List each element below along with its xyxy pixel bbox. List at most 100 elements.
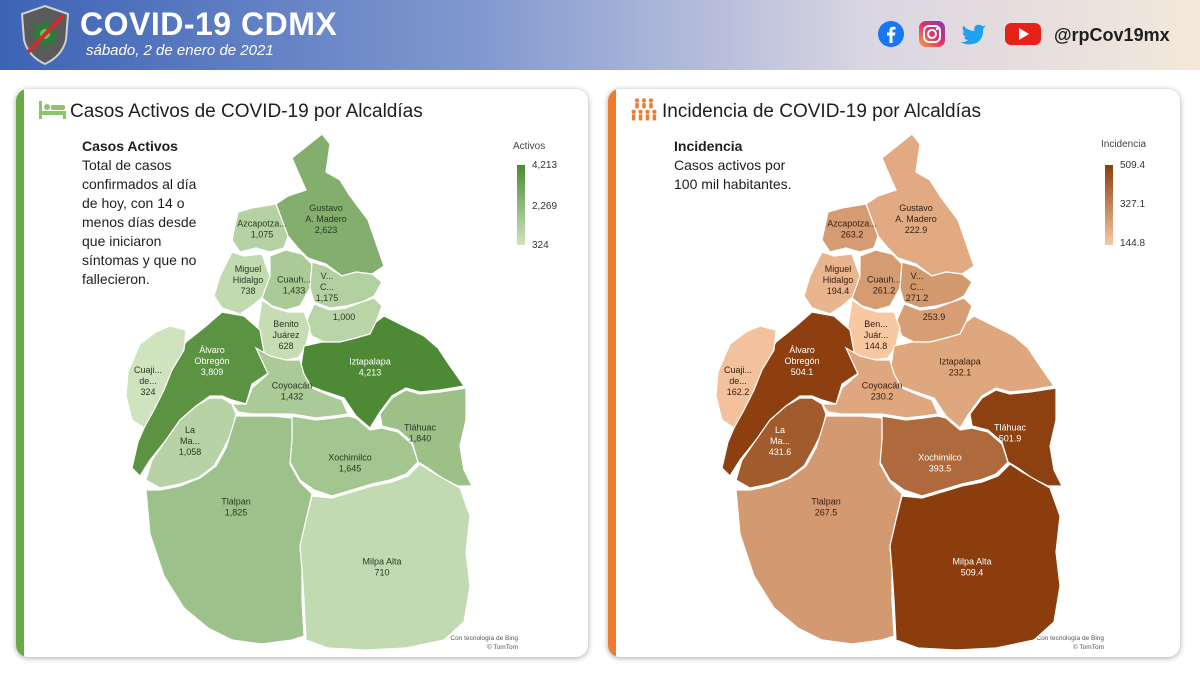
- alcaldia-label-izc: 1,000: [333, 312, 356, 322]
- alcaldia-label-azc: Azcapotza... 1,075: [237, 219, 287, 240]
- alcaldia-label-ma: Milpa Alta 710: [362, 557, 401, 578]
- legend-max: 509.4: [1120, 160, 1146, 171]
- alcaldia-name: Cuauh...: [867, 275, 901, 285]
- instagram-icon[interactable]: [918, 20, 946, 48]
- alcaldia-label-coy: Coyoacán 1,432: [272, 381, 313, 402]
- alcaldia-value: 271.2: [906, 293, 929, 303]
- description-line: Total de casos: [82, 157, 172, 173]
- alcaldia-label-tlh: Tláhuac 501.9: [994, 423, 1027, 444]
- alcaldia-region-coy[interactable]: [230, 346, 349, 419]
- alcaldia-label-xoc: Xochimilco 393.5: [918, 453, 962, 474]
- alcaldia-name: Juárez: [272, 330, 300, 340]
- alcaldia-name: Iztapalapa: [939, 357, 981, 367]
- alcaldia-value: 194.4: [827, 286, 850, 296]
- alcaldia-region-mh[interactable]: [213, 251, 271, 315]
- alcaldia-label-cua: Cuauh... 261.2: [867, 275, 901, 296]
- alcaldia-name: Iztapalapa: [349, 357, 391, 367]
- alcaldia-region-izp[interactable]: [299, 315, 466, 429]
- alcaldia-label-cuj: Cuaji... de... 324: [134, 365, 162, 397]
- alcaldia-label-izp: Iztapalapa 4,213: [349, 357, 391, 378]
- map-attribution: Con tecnología de Bing © TomTom: [418, 634, 518, 652]
- alcaldia-name: Hidalgo: [233, 275, 264, 285]
- alcaldia-label-bj: Ben... Juár... 144.8: [864, 319, 889, 351]
- map-attribution: Con tecnología de Bing © TomTom: [1004, 634, 1104, 652]
- alcaldia-value: 144.8: [865, 341, 888, 351]
- alcaldia-region-vc[interactable]: [899, 261, 973, 309]
- alcaldia-label-izp: Iztapalapa 232.1: [939, 357, 981, 378]
- alcaldia-region-gam[interactable]: [865, 133, 975, 277]
- alcaldia-value: 710: [374, 568, 389, 578]
- alcaldia-region-azc[interactable]: [231, 203, 289, 253]
- alcaldia-value: 263.2: [841, 230, 864, 240]
- attribution-line: Con tecnología de Bing: [450, 635, 518, 642]
- alcaldia-value: 393.5: [929, 464, 952, 474]
- attribution-line: © TomTom: [1072, 644, 1104, 651]
- alcaldia-region-cua[interactable]: [261, 249, 313, 311]
- facebook-icon[interactable]: [877, 20, 905, 48]
- alcaldia-name: Milpa Alta: [952, 557, 991, 567]
- alcaldia-name: V...: [321, 271, 334, 281]
- alcaldia-name: Tláhuac: [994, 423, 1027, 433]
- alcaldia-region-cuj[interactable]: [125, 325, 187, 429]
- panel-title: Casos Activos de COVID-19 por Alcaldías: [70, 101, 423, 122]
- legend-mid: 327.1: [1120, 199, 1146, 210]
- alcaldia-label-azc: Azcapotza... 263.2: [827, 219, 877, 240]
- alcaldia-name: Álvaro: [199, 345, 225, 355]
- alcaldia-label-mh: Miguel Hidalgo 738: [233, 264, 264, 296]
- legend-max: 4,213: [532, 160, 558, 171]
- alcaldia-region-coy[interactable]: [820, 346, 939, 419]
- alcaldia-label-mc: La Ma... 431.6: [769, 425, 792, 457]
- alcaldia-value: 431.6: [769, 447, 792, 457]
- alcaldia-region-xoc[interactable]: [879, 415, 1009, 497]
- report-date: sábado, 2 de enero de 2021: [86, 42, 274, 59]
- alcaldia-region-cuj[interactable]: [715, 325, 777, 429]
- alcaldia-name: La: [775, 425, 785, 435]
- alcaldia-name: Xochimilco: [328, 453, 372, 463]
- alcaldia-name: Milpa Alta: [362, 557, 401, 567]
- alcaldia-value: 1,645: [339, 464, 362, 474]
- alcaldia-name: Coyoacán: [862, 381, 903, 391]
- alcaldia-region-cua[interactable]: [851, 249, 903, 311]
- youtube-icon[interactable]: [1004, 20, 1042, 48]
- description-line: que iniciaron: [82, 233, 162, 249]
- alcaldia-name: C...: [910, 282, 924, 292]
- alcaldia-region-mc[interactable]: [145, 397, 237, 489]
- alcaldia-label-mc: La Ma... 1,058: [179, 425, 202, 457]
- legend-title: Incidencia: [1101, 139, 1147, 150]
- alcaldia-region-tlh[interactable]: [969, 387, 1063, 487]
- hospital-bed-icon: [39, 101, 66, 119]
- alcaldia-label-tlp: Tlalpan 1,825: [221, 497, 251, 518]
- alcaldia-value: 738: [240, 286, 255, 296]
- alcaldia-region-tlp[interactable]: [735, 415, 903, 645]
- people-group-icon: [631, 98, 657, 121]
- alcaldia-name: Gustavo: [309, 203, 343, 213]
- description-title: Incidencia: [674, 138, 743, 154]
- alcaldia-region-tlh[interactable]: [379, 387, 473, 487]
- alcaldia-value: 1,825: [225, 508, 248, 518]
- alcaldia-name: Obregón: [194, 356, 229, 366]
- social-handle[interactable]: @rpCov19mx: [1054, 25, 1170, 45]
- alcaldia-name: Azcapotza...: [827, 219, 877, 229]
- alcaldia-region-tlp[interactable]: [145, 415, 313, 645]
- alcaldia-region-mh[interactable]: [803, 251, 861, 315]
- alcaldia-region-mc[interactable]: [735, 397, 827, 489]
- description-line: confirmados al día: [82, 176, 197, 192]
- twitter-icon[interactable]: [958, 20, 990, 48]
- legend-title: Activos: [513, 141, 546, 152]
- alcaldia-label-ao: Álvaro Obregón 3,809: [194, 345, 229, 377]
- alcaldia-region-xoc[interactable]: [289, 415, 419, 497]
- alcaldia-label-bj: Benito Juárez 628: [272, 319, 300, 351]
- alcaldia-name: V...: [911, 271, 924, 281]
- alcaldia-region-ma[interactable]: [299, 463, 471, 651]
- alcaldia-name: Cuauh...: [277, 275, 311, 285]
- alcaldia-label-vc: V... C... 1,175: [316, 271, 339, 303]
- alcaldia-region-ma[interactable]: [889, 463, 1061, 651]
- alcaldia-region-izp[interactable]: [889, 315, 1056, 429]
- alcaldia-region-gam[interactable]: [275, 133, 385, 277]
- alcaldia-region-vc[interactable]: [309, 261, 383, 309]
- alcaldia-region-azc[interactable]: [821, 203, 879, 253]
- alcaldia-region-ao[interactable]: [131, 311, 271, 477]
- alcaldia-label-cuj: Cuaji... de... 162.2: [724, 365, 752, 397]
- alcaldia-region-ao[interactable]: [721, 311, 861, 477]
